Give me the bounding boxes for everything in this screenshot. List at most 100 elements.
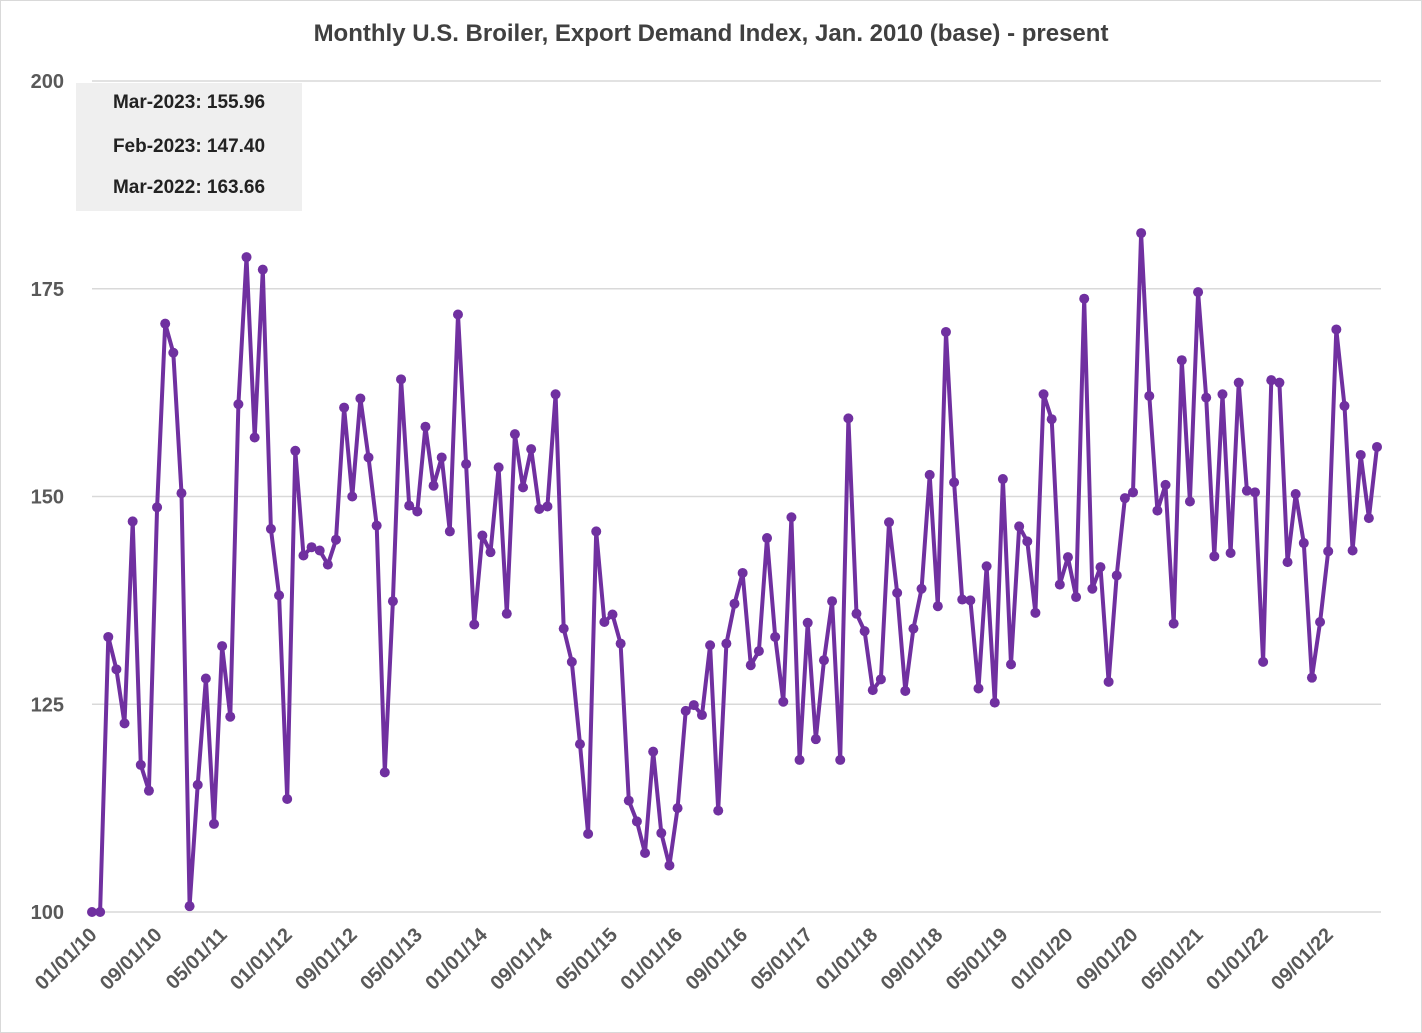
data-point <box>208 818 219 829</box>
data-point <box>534 503 545 514</box>
data-point <box>257 264 268 275</box>
data-point <box>274 590 285 601</box>
data-point <box>363 452 374 463</box>
data-point <box>867 685 878 696</box>
data-point <box>1071 592 1082 603</box>
data-point <box>932 601 943 612</box>
data-point <box>1111 570 1122 581</box>
data-point <box>143 785 154 796</box>
data-point <box>1355 449 1366 460</box>
data-point <box>493 462 504 473</box>
data-point <box>1233 377 1244 388</box>
x-tick-label: 05/01/11 <box>162 924 232 994</box>
data-point <box>900 685 911 696</box>
data-point <box>428 480 439 491</box>
data-point <box>339 402 350 413</box>
data-point <box>631 816 642 827</box>
data-point <box>412 506 423 517</box>
data-point <box>550 389 561 400</box>
data-point <box>1298 538 1309 549</box>
data-point <box>818 655 829 666</box>
data-point <box>1152 505 1163 516</box>
x-tick-label: 05/01/13 <box>356 924 427 995</box>
annotation-mar-2022: Mar-2022: 163.66 <box>112 177 266 198</box>
data-point <box>786 512 797 523</box>
data-point <box>371 520 382 531</box>
data-point <box>1282 557 1293 568</box>
annotation-box: Mar-2023: 155.96 Feb-2023: 147.40 Mar-20… <box>76 83 302 211</box>
data-point <box>526 444 537 455</box>
chart-title: Monthly U.S. Broiler, Export Demand Inde… <box>313 20 1109 47</box>
data-point <box>696 710 707 721</box>
y-tick-label: 125 <box>31 694 64 716</box>
data-point <box>396 374 407 385</box>
data-point <box>452 309 463 320</box>
data-point <box>705 640 716 651</box>
y-axis-ticks: 100 125 150 175 200 <box>31 71 64 924</box>
data-point <box>509 429 520 440</box>
data-point <box>827 596 838 607</box>
data-point <box>387 596 398 607</box>
data-point <box>119 718 130 729</box>
data-point <box>672 803 683 814</box>
data-point <box>477 530 488 541</box>
data-point <box>713 805 724 816</box>
data-point <box>1258 656 1269 667</box>
x-tick-label: 05/01/21 <box>1137 924 1208 995</box>
series-line <box>92 231 1379 914</box>
data-point <box>241 252 252 263</box>
data-point <box>957 594 968 605</box>
data-point <box>997 474 1008 485</box>
data-point <box>607 609 618 620</box>
data-point <box>949 477 960 488</box>
data-point <box>217 641 228 652</box>
data-point <box>184 901 195 912</box>
data-point <box>1128 487 1139 498</box>
data-point <box>347 491 358 502</box>
data-point <box>851 608 862 619</box>
data-point <box>810 734 821 745</box>
data-point <box>981 561 992 572</box>
data-point <box>583 828 594 839</box>
data-point <box>680 705 691 716</box>
data-point <box>664 860 675 871</box>
data-point <box>1250 487 1261 498</box>
data-point <box>330 534 341 545</box>
data-point <box>200 673 211 684</box>
data-point <box>103 631 114 642</box>
data-point <box>566 656 577 667</box>
data-point <box>1306 672 1317 683</box>
data-point <box>290 445 301 456</box>
data-point <box>160 318 171 329</box>
data-point <box>770 631 781 642</box>
data-point <box>1372 441 1382 452</box>
data-point <box>1201 392 1212 403</box>
data-point <box>1030 607 1041 618</box>
data-point <box>1241 485 1252 496</box>
data-point <box>1225 548 1236 559</box>
data-point <box>233 399 244 410</box>
data-point <box>420 421 431 432</box>
data-point <box>615 638 626 649</box>
data-point <box>379 767 390 778</box>
data-point <box>737 567 748 578</box>
x-tick-label: 09/01/12 <box>291 924 362 995</box>
x-tick-label: 05/01/15 <box>551 924 622 995</box>
data-point <box>444 526 455 537</box>
data-point <box>688 700 699 711</box>
data-point <box>989 697 1000 708</box>
y-tick-label: 175 <box>31 279 64 301</box>
data-point <box>648 746 659 757</box>
data-point <box>1323 546 1334 557</box>
data-point <box>1217 389 1228 400</box>
x-tick-label: 09/01/14 <box>486 923 557 994</box>
data-point <box>501 608 512 619</box>
data-point <box>1062 552 1073 563</box>
data-point <box>1038 389 1049 400</box>
x-tick-label: 01/01/22 <box>1202 924 1273 995</box>
data-point <box>1363 513 1374 524</box>
data-point <box>599 616 610 627</box>
data-point <box>1103 676 1114 687</box>
x-tick-label: 05/01/17 <box>747 924 818 995</box>
